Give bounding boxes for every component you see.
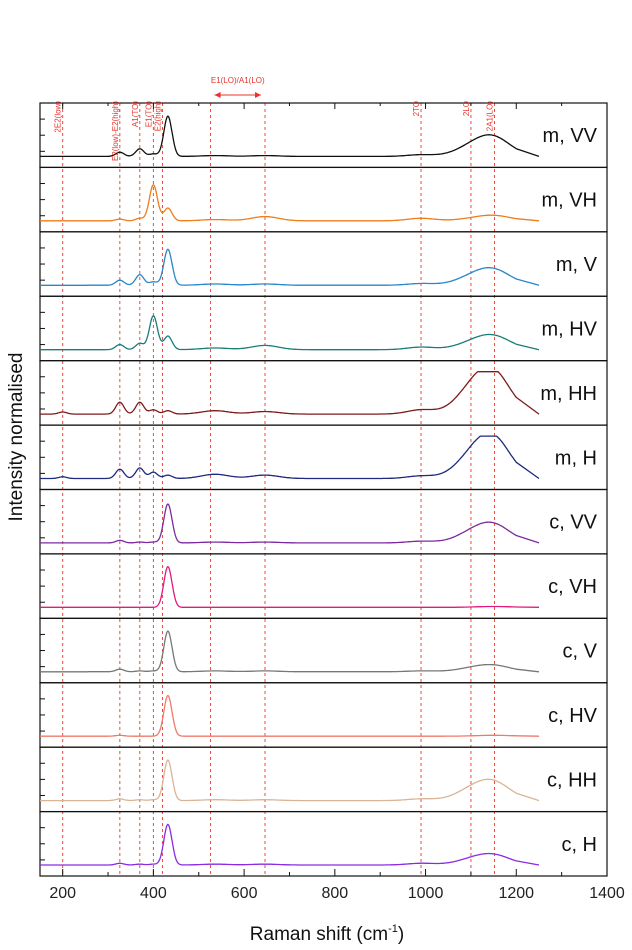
panel-4: m, HH bbox=[39, 360, 608, 426]
panel-label: m, HV bbox=[541, 318, 597, 340]
x-tick-label: 1200 bbox=[498, 885, 534, 902]
spectrum-trace bbox=[40, 565, 540, 608]
spectrum-trace bbox=[40, 694, 540, 737]
panel-11: c, H bbox=[39, 810, 608, 877]
x-tick-label: 400 bbox=[140, 885, 167, 902]
mode-label-4: E2(high) bbox=[154, 101, 163, 132]
range-annotation-label: E1(LO)/A1(LO) bbox=[211, 76, 265, 85]
x-tick-label: 1000 bbox=[408, 885, 444, 902]
spectrum-trace bbox=[40, 315, 540, 351]
panel-label: m, V bbox=[556, 254, 598, 276]
panel-frame bbox=[39, 102, 608, 169]
spectrum-trace bbox=[40, 184, 540, 222]
mode-label-2: A1(TO) bbox=[131, 101, 140, 127]
spectrum-trace bbox=[40, 503, 540, 544]
range-arrow-right-head bbox=[254, 92, 261, 98]
spectrum-trace bbox=[40, 248, 540, 286]
x-tick-label: 800 bbox=[321, 885, 348, 902]
panel-label: m, H bbox=[555, 447, 597, 469]
panel-frame bbox=[39, 295, 608, 362]
spectrum-trace bbox=[40, 630, 540, 673]
panel-label: c, H bbox=[561, 834, 597, 856]
panel-label: m, VV bbox=[543, 125, 598, 147]
panel-6: c, VV bbox=[39, 488, 608, 555]
mode-label-3: E1(TO) bbox=[144, 101, 153, 127]
panel-0: m, VV bbox=[39, 102, 608, 169]
panel-frame bbox=[39, 682, 608, 748]
panel-frame bbox=[39, 746, 608, 813]
panel-frame bbox=[39, 810, 608, 877]
panel-label: m, HH bbox=[540, 383, 597, 405]
panel-label: c, HV bbox=[548, 705, 598, 727]
panel-1: m, VH bbox=[39, 166, 608, 233]
panel-10: c, HH bbox=[39, 746, 608, 813]
panel-frame bbox=[39, 488, 608, 555]
spectrum-trace bbox=[40, 759, 540, 802]
panel-label: c, HH bbox=[547, 769, 597, 791]
range-arrow-left-head bbox=[214, 92, 221, 98]
x-axis-title-close: ) bbox=[398, 924, 404, 945]
panel-label: c, V bbox=[563, 641, 598, 663]
panel-frame bbox=[39, 360, 608, 426]
mode-labels-layer: 2E2(low) E2(low)-E2(high) A1(TO) E1(TO) E2(h… bbox=[54, 76, 495, 161]
spectrum-trace bbox=[40, 371, 540, 415]
panel-3: m, HV bbox=[39, 295, 608, 362]
panel-5: m, H bbox=[39, 424, 608, 491]
panel-8: c, V bbox=[39, 617, 608, 684]
spectrum-trace bbox=[40, 115, 540, 158]
x-axis-title-superscript: -1 bbox=[388, 923, 398, 935]
mode-label-0: 2E2(low) bbox=[54, 101, 63, 133]
panel-frame bbox=[39, 231, 608, 297]
panels-layer: m, VV m, VH m, V m, HV m, HH m, H c, VV c, VH c,… bbox=[39, 102, 608, 877]
y-axis-title: Intensity normalised bbox=[6, 353, 27, 522]
mode-label-8: 2LO bbox=[462, 101, 471, 116]
panel-2: m, V bbox=[39, 231, 608, 297]
x-axis-title: Raman shift (cm-1) bbox=[250, 923, 404, 945]
mode-label-1: E2(low)-E2(high) bbox=[111, 101, 120, 161]
spectrum-trace bbox=[40, 823, 540, 866]
spectrum-trace bbox=[40, 435, 540, 480]
mode-label-7: 2TO bbox=[412, 101, 421, 116]
mode-label-9: 2A1(LO) bbox=[486, 101, 495, 132]
panel-frame bbox=[39, 553, 608, 619]
panel-7: c, VH bbox=[39, 553, 608, 619]
panel-frame bbox=[39, 617, 608, 684]
panel-label: m, VH bbox=[541, 190, 597, 212]
x-axis-layer: 200 400 600 800 1000 1200 1400 bbox=[49, 103, 625, 902]
x-axis-title-main: Raman shift (cm bbox=[250, 924, 388, 945]
panel-label: c, VH bbox=[548, 576, 597, 598]
x-tick-label: 600 bbox=[231, 885, 258, 902]
x-tick-label: 1400 bbox=[589, 885, 625, 902]
x-tick-label: 200 bbox=[49, 885, 76, 902]
panel-frame bbox=[39, 166, 608, 233]
panel-label: c, VV bbox=[549, 512, 597, 534]
panel-frame bbox=[39, 424, 608, 491]
panel-9: c, HV bbox=[39, 682, 608, 748]
